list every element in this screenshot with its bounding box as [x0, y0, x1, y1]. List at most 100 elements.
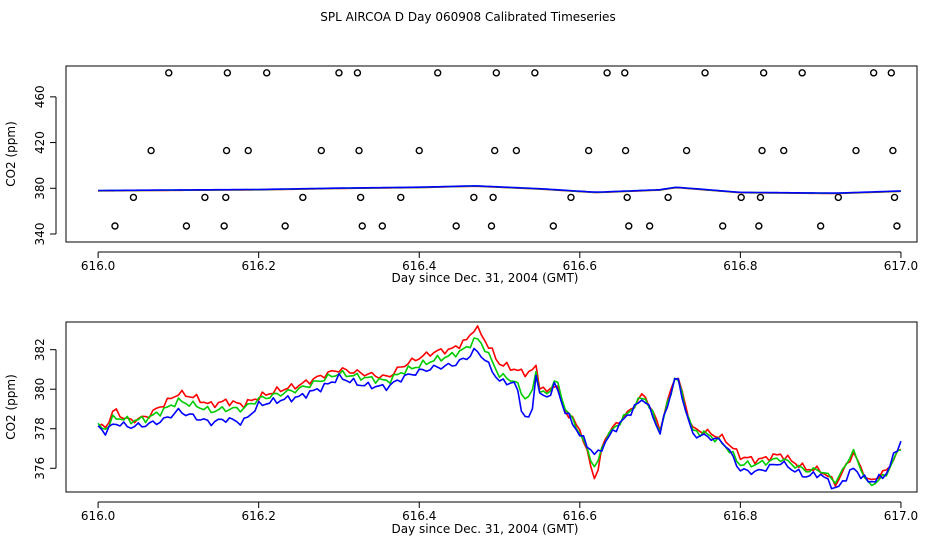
scatter-point [512, 146, 521, 155]
scatter-point [798, 69, 806, 77]
scatter-point [147, 146, 155, 155]
scatter-point [415, 146, 423, 155]
top-y-axis: 340 380 420 460 [33, 85, 57, 246]
bottom-y-tick-label: 378 [33, 417, 47, 440]
scatter-point [759, 69, 768, 77]
scatter-point [549, 222, 558, 230]
scatter-point [355, 146, 363, 155]
scatter-point [111, 222, 119, 230]
top-x-axis: 616.0 616.2 616.4 616.6 616.8 617.0 [81, 251, 918, 273]
scatter-point [887, 69, 896, 77]
scatter-point [645, 222, 654, 230]
scatter-point [664, 193, 672, 202]
scatter-point [869, 69, 878, 77]
bottom-x-tick-label: 616.6 [563, 509, 597, 523]
scatter-point [299, 193, 307, 202]
scatter-point [701, 69, 709, 77]
scatter-point [816, 222, 825, 230]
scatter-point [281, 222, 289, 230]
scatter-point [129, 193, 138, 202]
scatter-point [470, 193, 478, 202]
bottom-plot-area [65, 321, 918, 493]
scatter-point [755, 222, 763, 230]
top-series-lines [98, 185, 901, 195]
scatter-point [758, 146, 766, 155]
bottom-y-axis-label: CO2 (ppm) [4, 374, 18, 440]
scatter-point [623, 193, 631, 202]
top-x-tick-label: 617.0 [884, 259, 918, 273]
bottom-series-line-1 [97, 325, 902, 487]
top-scatter-points [111, 69, 901, 230]
scatter-point [222, 146, 231, 155]
scatter-point [567, 193, 575, 202]
chart-title: SPL AIRCOA D Day 060908 Calibrated Times… [320, 10, 616, 24]
scatter-point [890, 193, 899, 202]
top-x-axis-label: Day since Dec. 31, 2004 (GMT) [392, 271, 579, 285]
scatter-point [263, 69, 271, 77]
scatter-point [625, 222, 633, 230]
scatter-point [353, 69, 362, 77]
top-y-tick-label: 340 [33, 223, 47, 246]
scatter-point [889, 146, 897, 155]
top-series-line-3 [98, 185, 901, 194]
top-x-tick-label: 616.2 [241, 259, 275, 273]
scatter-point [531, 69, 539, 77]
bottom-y-tick-label: 376 [33, 457, 47, 480]
top-y-tick-label: 420 [33, 131, 47, 154]
top-y-tick-label: 460 [33, 85, 47, 108]
top-x-tick-label: 616.4 [402, 259, 436, 273]
scatter-point [893, 222, 901, 230]
scatter-point [487, 222, 496, 230]
scatter-point [358, 222, 366, 230]
bottom-series-lines [97, 325, 902, 490]
bottom-x-tick-label: 617.0 [884, 509, 918, 523]
scatter-point [492, 69, 501, 77]
scatter-point [780, 146, 788, 155]
bottom-series-line-3 [97, 347, 902, 490]
bottom-x-axis: 616.0 616.2 616.4 616.6 616.8 617.0 [81, 501, 918, 523]
scatter-point [397, 193, 405, 202]
scatter-point [491, 146, 499, 155]
scatter-point [356, 193, 365, 202]
scatter-point [682, 146, 691, 155]
scatter-point [222, 193, 230, 202]
scatter-point [834, 193, 843, 202]
top-plot-frame [65, 65, 918, 243]
scatter-point [434, 69, 442, 77]
bottom-x-tick-label: 616.4 [402, 509, 436, 523]
scatter-point [584, 146, 593, 155]
bottom-x-tick-label: 616.0 [81, 509, 115, 523]
scatter-point [621, 69, 629, 77]
scatter-point [452, 222, 460, 230]
bottom-series-line-2 [97, 337, 902, 487]
scatter-point [719, 222, 727, 230]
top-y-tick-label: 380 [33, 177, 47, 200]
bottom-x-tick-label: 616.2 [241, 509, 275, 523]
bottom-plot-frame [65, 321, 918, 493]
scatter-point [182, 222, 191, 230]
bottom-y-axis: 376 378 380 382 [33, 338, 57, 480]
bottom-x-axis-label: Day since Dec. 31, 2004 (GMT) [392, 522, 579, 536]
top-x-tick-label: 616.0 [81, 259, 115, 273]
top-y-axis-label: CO2 (ppm) [4, 121, 18, 187]
scatter-point [335, 69, 343, 77]
scatter-point [489, 193, 497, 202]
top-plot-area [65, 65, 918, 243]
top-x-tick-label: 616.8 [723, 259, 757, 273]
scatter-point [737, 193, 745, 202]
bottom-y-tick-label: 382 [33, 338, 47, 361]
scatter-point [165, 69, 173, 77]
scatter-point [220, 222, 228, 230]
scatter-point [852, 146, 860, 155]
scatter-point [756, 193, 765, 202]
bottom-x-tick-label: 616.8 [723, 509, 757, 523]
scatter-point [223, 69, 232, 77]
scatter-point [603, 69, 611, 77]
scatter-point [317, 146, 325, 155]
scatter-point [378, 222, 387, 230]
top-x-tick-label: 616.6 [563, 259, 597, 273]
bottom-y-tick-label: 380 [33, 378, 47, 401]
scatter-point [244, 146, 252, 155]
